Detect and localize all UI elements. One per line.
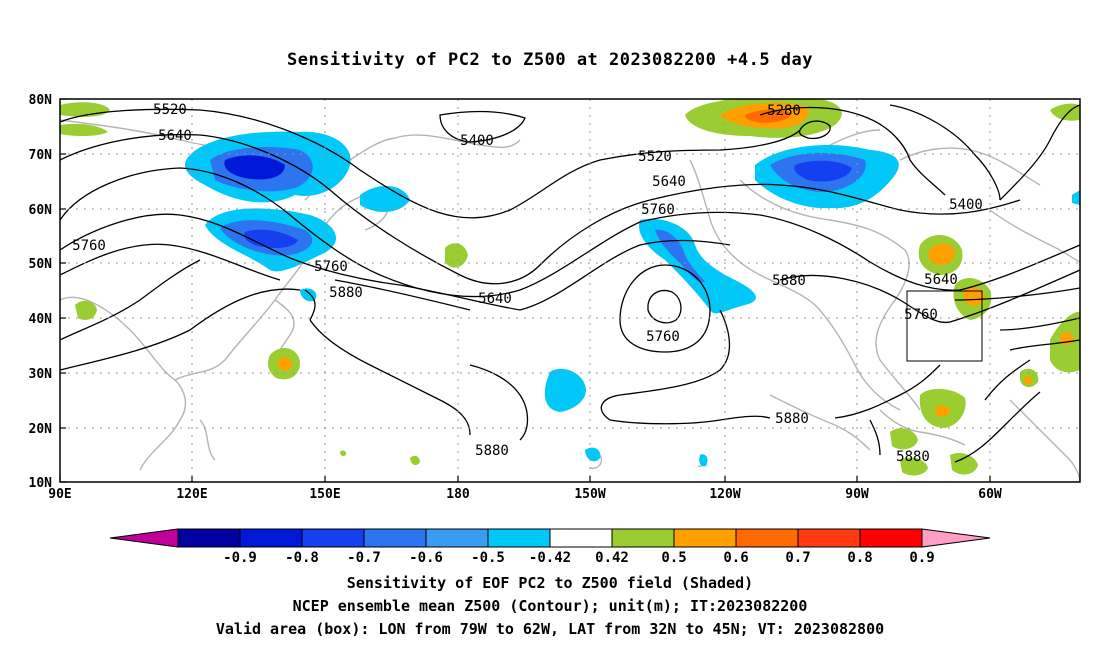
- contour-label: 5640: [478, 291, 512, 307]
- colorbar-label: 0.42: [595, 550, 629, 566]
- colorbar-label: -0.9: [223, 550, 257, 566]
- colorbar-low-extend: [109, 528, 179, 548]
- contour-label: 5760: [72, 238, 106, 254]
- contour-label: 5400: [949, 197, 983, 213]
- contour-label: 5520: [638, 149, 672, 165]
- contour-label: 5760: [904, 307, 938, 323]
- colorbar-segment: [363, 528, 427, 548]
- colorbar-label: -0.5: [471, 550, 505, 566]
- lon-axis-labels: 90E 120E 150E 180 150W 120W 90W 60W: [48, 487, 1002, 502]
- colorbar-segment: [301, 528, 365, 548]
- lat-axis-labels: 80N 70N 60N 50N 40N 30N 20N 10N: [29, 93, 53, 491]
- contour-label: 5880: [896, 449, 930, 465]
- colorbar-segment: [673, 528, 737, 548]
- contour-label: 5880: [775, 411, 809, 427]
- colorbar-segment: [735, 528, 799, 548]
- contour-label: 5880: [329, 285, 363, 301]
- lat-label: 30N: [29, 367, 53, 382]
- colorbar-segment: [177, 528, 241, 548]
- colorbar-high-extend: [921, 528, 991, 548]
- colorbar-segment: [239, 528, 303, 548]
- lat-label: 80N: [29, 93, 53, 108]
- colorbar-label: 0.5: [661, 550, 686, 566]
- valid-area-box: [906, 290, 983, 362]
- contour-label: 5640: [924, 272, 958, 288]
- colorbar-segment: [425, 528, 489, 548]
- contour-label: 5760: [641, 202, 675, 218]
- colorbar-label: -0.7: [347, 550, 381, 566]
- lat-label: 70N: [29, 148, 53, 163]
- caption-line-2: NCEP ensemble mean Z500 (Contour); unit(…: [292, 597, 808, 615]
- colorbar-label: -0.8: [285, 550, 319, 566]
- axis-ticks: [59, 98, 991, 483]
- lat-label: 50N: [29, 257, 53, 272]
- colorbar-label: 0.8: [847, 550, 872, 566]
- caption-line-1: Sensitivity of EOF PC2 to Z500 field (Sh…: [346, 574, 754, 592]
- graticule: [60, 99, 1080, 482]
- lon-label: 90E: [48, 487, 71, 502]
- lon-label: 90W: [845, 487, 869, 502]
- lon-label: 120W: [709, 487, 740, 502]
- map-panel: 5520 5640 5400 5280 5520 5640 5760 5400 …: [60, 99, 1080, 482]
- colorbar-label: 0.6: [723, 550, 748, 566]
- contour-labels: 5520 5640 5400 5280 5520 5640 5760 5400 …: [72, 102, 983, 465]
- contour-label: 5640: [652, 174, 686, 190]
- z500-contours: [60, 104, 1080, 463]
- colorbar-label: 0.7: [785, 550, 810, 566]
- colorbar-segment: [859, 528, 923, 548]
- colorbar-label: -0.6: [409, 550, 443, 566]
- colorbar-label: 0.9: [909, 550, 934, 566]
- map-title: Sensitivity of PC2 to Z500 at 2023082200…: [286, 50, 813, 70]
- colorbar-label: -0.42: [529, 550, 571, 566]
- lat-label: 20N: [29, 422, 53, 437]
- coastlines: [60, 119, 1080, 482]
- caption-line-3: Valid area (box): LON from 79W to 62W, L…: [215, 620, 885, 638]
- lon-label: 120E: [176, 487, 207, 502]
- lon-label: 150W: [574, 487, 605, 502]
- contour-label: 5880: [772, 273, 806, 289]
- colorbar-segment: [549, 528, 613, 548]
- lon-label: 60W: [978, 487, 1002, 502]
- contour-label: 5640: [158, 128, 192, 144]
- map-frame: [59, 98, 1081, 483]
- contour-label: 5400: [460, 133, 494, 149]
- colorbar: -0.9 -0.8 -0.7 -0.6 -0.5 -0.42 0.42 0.5 0.6 0.7 0.…: [109, 528, 991, 566]
- colorbar-segment: [797, 528, 861, 548]
- lat-label: 10N: [29, 476, 53, 491]
- contour-label: 5760: [646, 329, 680, 345]
- lat-label: 60N: [29, 203, 53, 218]
- contour-label: 5760: [314, 259, 348, 275]
- colorbar-segment: [611, 528, 675, 548]
- lat-label: 40N: [29, 312, 53, 327]
- lon-label: 150E: [309, 487, 340, 502]
- lon-label: 180: [446, 487, 470, 502]
- colorbar-segment: [487, 528, 551, 548]
- contour-label: 5520: [153, 102, 187, 118]
- contour-label: 5880: [475, 443, 509, 459]
- contour-label: 5280: [767, 103, 801, 119]
